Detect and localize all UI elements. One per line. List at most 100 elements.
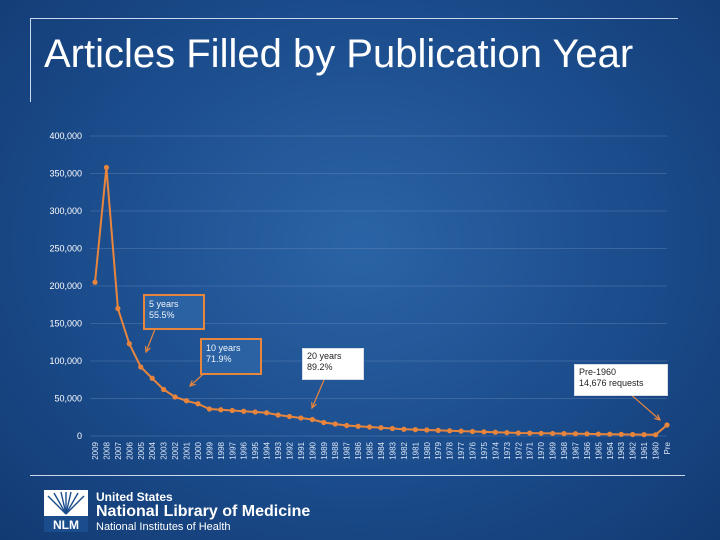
x-tick-label: 1965 (594, 441, 603, 459)
annotation-5-years: 5 years 55.5% (143, 294, 205, 330)
x-tick-label: 1975 (480, 441, 489, 459)
x-tick-label: 1970 (537, 441, 546, 459)
x-tick-label: 1963 (617, 441, 626, 459)
x-tick-label: 1962 (629, 441, 638, 459)
x-tick-label: 1977 (457, 441, 466, 459)
data-point (126, 341, 132, 347)
x-tick-label: 1995 (251, 441, 260, 459)
data-point (550, 430, 556, 437)
x-tick-label: 1981 (411, 441, 420, 459)
x-tick-label: 2004 (148, 441, 157, 459)
data-point (286, 413, 293, 420)
grid-layer (90, 135, 667, 437)
data-point (103, 164, 110, 171)
series-points (92, 164, 670, 438)
x-tick-label: 1969 (549, 441, 558, 459)
data-point (138, 364, 144, 370)
data-point (149, 375, 155, 381)
data-point (389, 425, 396, 432)
x-tick-label: 1971 (526, 441, 535, 459)
x-tick-label: 1990 (308, 441, 317, 459)
footer-line-1: United States (96, 490, 173, 504)
x-tick-label: 1960 (652, 441, 661, 459)
x-tick-label: 1964 (606, 441, 615, 459)
data-point (641, 432, 647, 438)
y-tick-label: 400,000 (49, 131, 82, 141)
data-point (664, 422, 670, 428)
annotation-20-years: 20 years 89.2% (302, 348, 364, 380)
y-tick-label: 100,000 (49, 356, 82, 366)
x-tick-label: 2009 (91, 441, 100, 459)
data-point (504, 430, 510, 436)
x-tick-label: 2008 (102, 441, 111, 459)
data-point (206, 406, 212, 412)
data-point (378, 425, 384, 431)
data-point (264, 410, 270, 416)
x-tick-label: 1994 (263, 441, 272, 459)
data-point (355, 423, 361, 429)
data-point (172, 394, 178, 400)
x-tick-label: 1996 (240, 441, 249, 459)
footer-line-3: National Institutes of Health (96, 521, 231, 533)
x-tick-label: 1987 (343, 441, 352, 459)
x-tick-label: 1980 (423, 441, 432, 459)
data-point (618, 431, 624, 437)
x-tick-label: 1972 (514, 441, 523, 459)
frame-top-line (30, 18, 678, 19)
x-tick-label: 1967 (571, 441, 580, 459)
x-tick-label: 1998 (217, 441, 226, 459)
footer-line-2: National Library of Medicine (96, 503, 311, 520)
data-point (229, 407, 235, 414)
annotation-10-years: 10 years 71.9% (200, 338, 262, 375)
data-point (538, 430, 544, 436)
data-point (366, 424, 373, 430)
data-point (241, 408, 247, 414)
x-tick-label: 1983 (388, 441, 397, 459)
x-axis-ticks: 2009 2008 2007 2006 2005 2004 2003 2002 2001 2000… (91, 441, 672, 459)
data-point (115, 305, 121, 312)
x-tick-label: 1989 (320, 441, 329, 459)
data-point (161, 386, 167, 393)
x-tick-label: 2000 (194, 441, 203, 459)
data-point (515, 430, 521, 436)
line-chart: 0 50,000 100,000 150,000 200,000 250,000 300,0… (49, 131, 672, 460)
data-point (183, 398, 190, 404)
annotation-pre-1960: Pre-1960 14,676 requests (574, 364, 668, 396)
x-tick-label: 2005 (137, 441, 146, 459)
data-point (458, 428, 464, 434)
y-tick-label: 50,000 (54, 394, 82, 404)
data-point (195, 401, 201, 407)
slide-title: Articles Filled by Publication Year (44, 32, 634, 76)
data-point (481, 429, 487, 435)
x-tick-label: 1979 (434, 441, 443, 459)
frame-left-line (30, 18, 31, 102)
y-tick-label: 250,000 (49, 244, 82, 254)
data-point (595, 431, 601, 437)
x-tick-label: 1982 (400, 441, 409, 459)
footer-divider (30, 475, 685, 476)
data-point (630, 431, 636, 438)
data-point (298, 415, 304, 421)
logo-text: NLM (53, 518, 79, 532)
data-point (344, 422, 350, 429)
data-point (332, 421, 338, 427)
x-tick-label: 1973 (503, 441, 512, 459)
x-tick-label: 2007 (114, 441, 123, 459)
data-point (412, 427, 418, 433)
x-tick-label: 2006 (125, 441, 134, 459)
data-point (607, 431, 613, 437)
data-point (435, 427, 441, 433)
data-point (252, 409, 258, 415)
y-tick-label: 0 (77, 431, 82, 441)
x-tick-label: 1988 (331, 441, 340, 459)
data-point (92, 279, 98, 285)
annotation-arrow (627, 391, 662, 421)
nlm-logo-icon: NLM (44, 490, 88, 532)
x-tick-label: 1968 (560, 441, 569, 459)
x-tick-label: 1991 (297, 441, 306, 459)
annotation-arrow (311, 379, 325, 410)
data-point (401, 426, 407, 432)
data-point (572, 431, 579, 437)
x-tick-label: 1997 (228, 441, 237, 459)
x-tick-label: 1978 (446, 441, 455, 459)
